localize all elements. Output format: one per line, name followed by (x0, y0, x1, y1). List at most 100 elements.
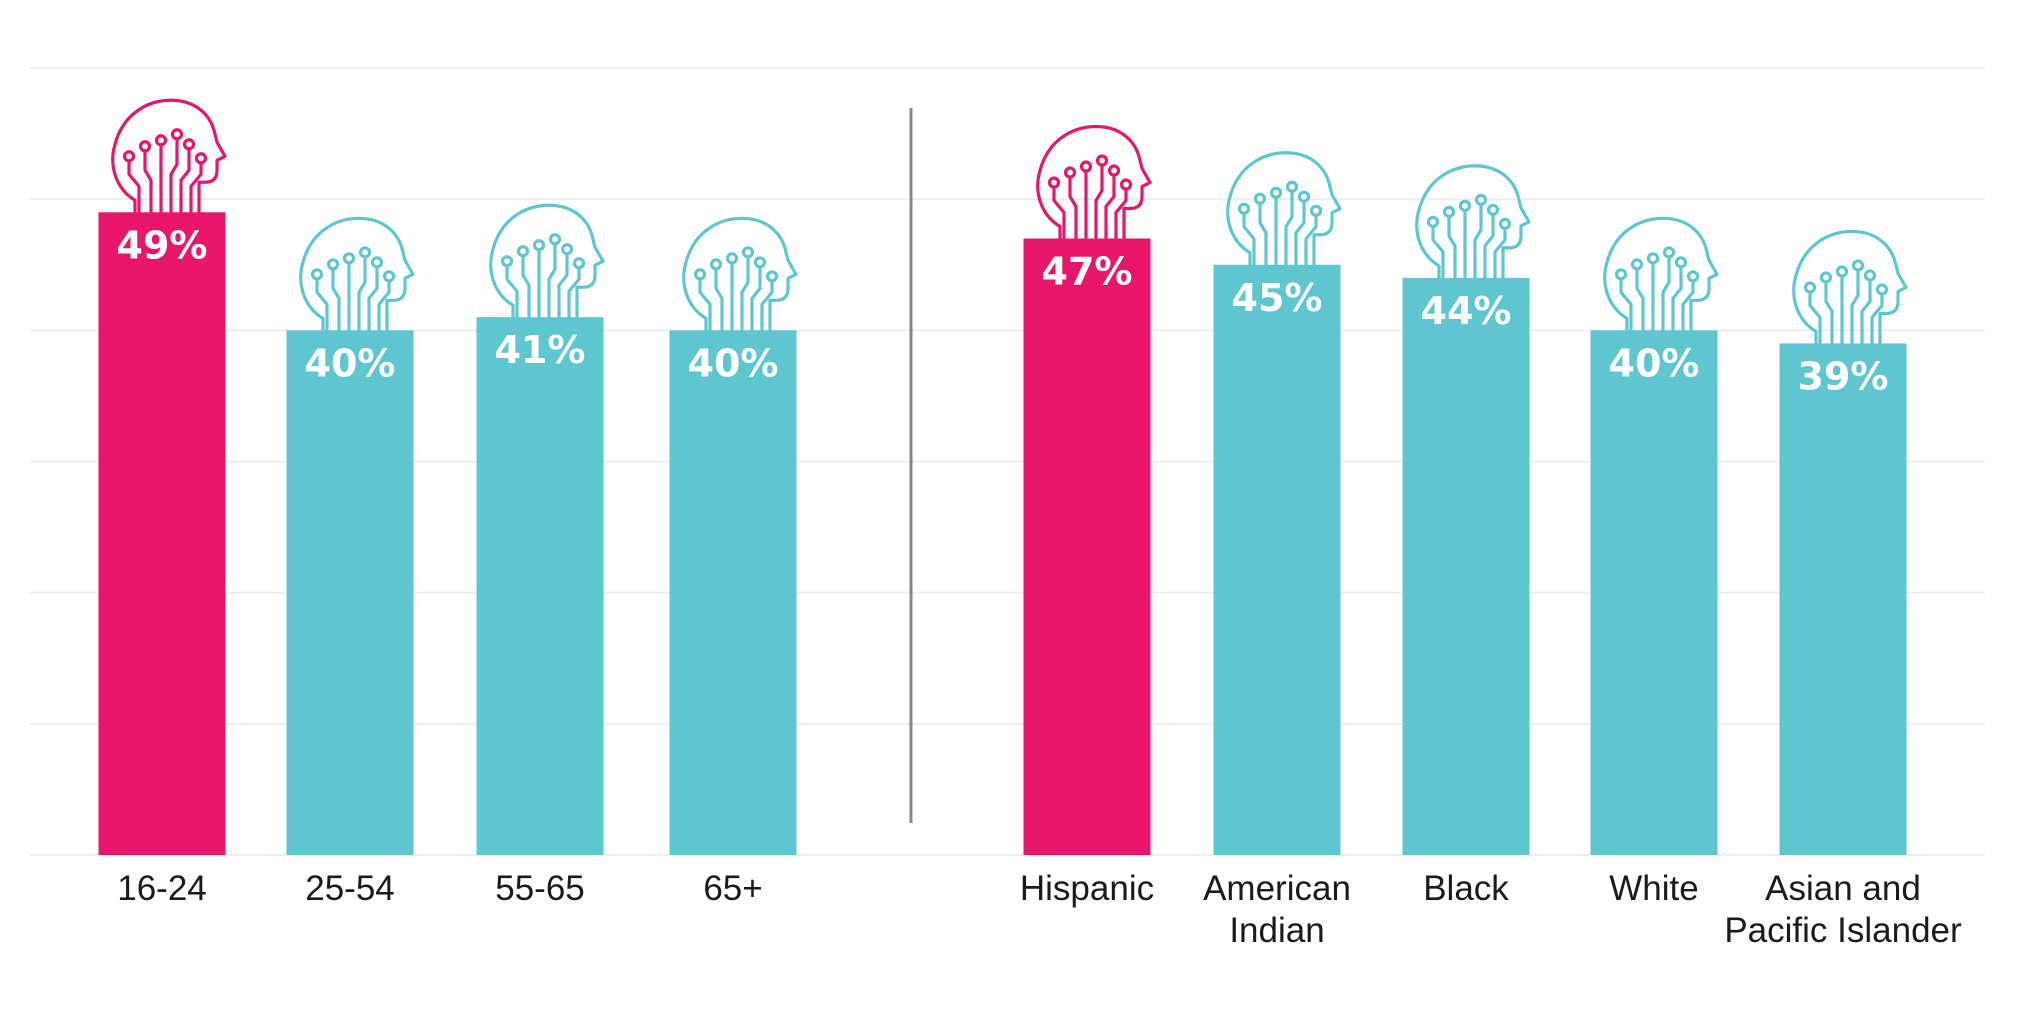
circuit-node (1119, 178, 1133, 191)
bar-value-label: 40% (688, 341, 779, 385)
circuit-node (1426, 215, 1440, 228)
bar-value-label: 49% (117, 223, 208, 267)
circuit-node (765, 270, 779, 283)
circuit-node (516, 245, 530, 258)
circuit-node (1803, 281, 1817, 294)
circuit-trace (1870, 291, 1884, 346)
circuit-trace (1850, 267, 1860, 346)
category-label: Black (1423, 869, 1509, 908)
circuit-node (741, 246, 755, 259)
bar-group: 44% (1402, 164, 1531, 855)
circuit-trace (1431, 224, 1445, 280)
bar (1590, 330, 1718, 855)
bar-group: 39% (1779, 229, 1908, 855)
circuit-trace (127, 158, 141, 214)
category-label-line: Pacific Islander (1724, 911, 1962, 950)
circuit-node (310, 268, 324, 281)
circuit-node (1253, 192, 1267, 205)
circuit-trace (547, 241, 557, 319)
category-label-line: Black (1423, 869, 1509, 908)
circuit-node (1309, 204, 1323, 217)
bars: 49% 40% 41% 40% 47% 45% 44% 40% 39% (98, 98, 1908, 856)
category-label-line: Hispanic (1020, 869, 1154, 908)
circuit-trace (169, 136, 179, 214)
circuit-trace (1860, 277, 1872, 346)
brain-circuit-head-icon (1036, 124, 1152, 241)
circuit-trace (1294, 199, 1306, 267)
circuit-node (1819, 271, 1833, 284)
circuit-node (500, 255, 514, 268)
circuit-trace (331, 266, 341, 332)
circuit-node (1614, 268, 1628, 281)
head-outline (1415, 164, 1531, 280)
bar (286, 330, 414, 855)
circuit-trace (1094, 162, 1104, 241)
circuit-trace (557, 251, 569, 319)
bar-value-label: 39% (1798, 354, 1889, 398)
head-outline (682, 216, 798, 332)
circuit-trace (1104, 172, 1116, 241)
circuit-trace (698, 276, 712, 332)
circuit-node (1107, 164, 1121, 177)
circuit-node (194, 152, 208, 165)
category-label-line: 25-54 (305, 869, 395, 908)
circuit-node (1646, 252, 1660, 265)
bar-group: 40% (669, 216, 798, 855)
circuit-trace (1447, 214, 1457, 280)
circuit-node (709, 258, 723, 271)
bar (98, 212, 226, 856)
circuit-node (1662, 246, 1676, 259)
bar-group: 40% (1590, 216, 1719, 855)
circuit-trace (1242, 211, 1256, 267)
category-label-line: 16-24 (117, 869, 207, 908)
circuit-node (1297, 190, 1311, 203)
circuit-node (1079, 160, 1093, 173)
bar (476, 317, 604, 855)
category-label: 55-65 (495, 869, 585, 908)
head-outline (1603, 216, 1719, 332)
brain-circuit-head-icon (1415, 164, 1531, 280)
bar-value-label: 47% (1042, 250, 1133, 294)
circuit-trace (1473, 202, 1483, 280)
circuit-node (358, 246, 372, 259)
circuit-trace (315, 276, 329, 332)
category-label: 16-24 (117, 869, 207, 908)
circuit-node (1835, 265, 1849, 278)
bar (669, 330, 797, 855)
circuit-node (1498, 217, 1512, 230)
circuit-node (342, 252, 356, 265)
circuit-node (1285, 180, 1299, 193)
circuit-node (1237, 202, 1251, 215)
head-outline (1036, 124, 1152, 241)
category-label-line: White (1609, 869, 1698, 908)
circuit-trace (1661, 254, 1671, 332)
circuit-node (1486, 203, 1500, 216)
category-label: Hispanic (1020, 869, 1154, 908)
circuit-node (1095, 154, 1109, 167)
circuit-trace (1493, 226, 1507, 280)
category-label-line: American (1203, 869, 1351, 908)
circuit-node (1269, 186, 1283, 199)
category-label: White (1609, 869, 1698, 908)
circuit-node (370, 256, 384, 269)
circuit-node (753, 256, 767, 269)
circuit-trace (377, 278, 391, 332)
circuit-node (382, 270, 396, 283)
bar-group: 47% (1023, 124, 1152, 855)
bar-value-label: 40% (305, 341, 396, 385)
head-outline (299, 216, 415, 332)
category-label: 25-54 (305, 869, 395, 908)
bar-group: 49% (98, 98, 227, 856)
circuit-trace (1671, 264, 1683, 332)
circuit-trace (1808, 289, 1822, 346)
bar (1213, 264, 1341, 855)
brain-circuit-head-icon (299, 216, 415, 332)
circuit-trace (1052, 184, 1066, 241)
circuit-trace (1114, 186, 1128, 241)
circuit-node (725, 252, 739, 265)
circuit-trace (1258, 201, 1268, 267)
circuit-node (170, 128, 184, 141)
category-label: American Indian (1203, 869, 1351, 950)
circuit-node (548, 233, 562, 246)
